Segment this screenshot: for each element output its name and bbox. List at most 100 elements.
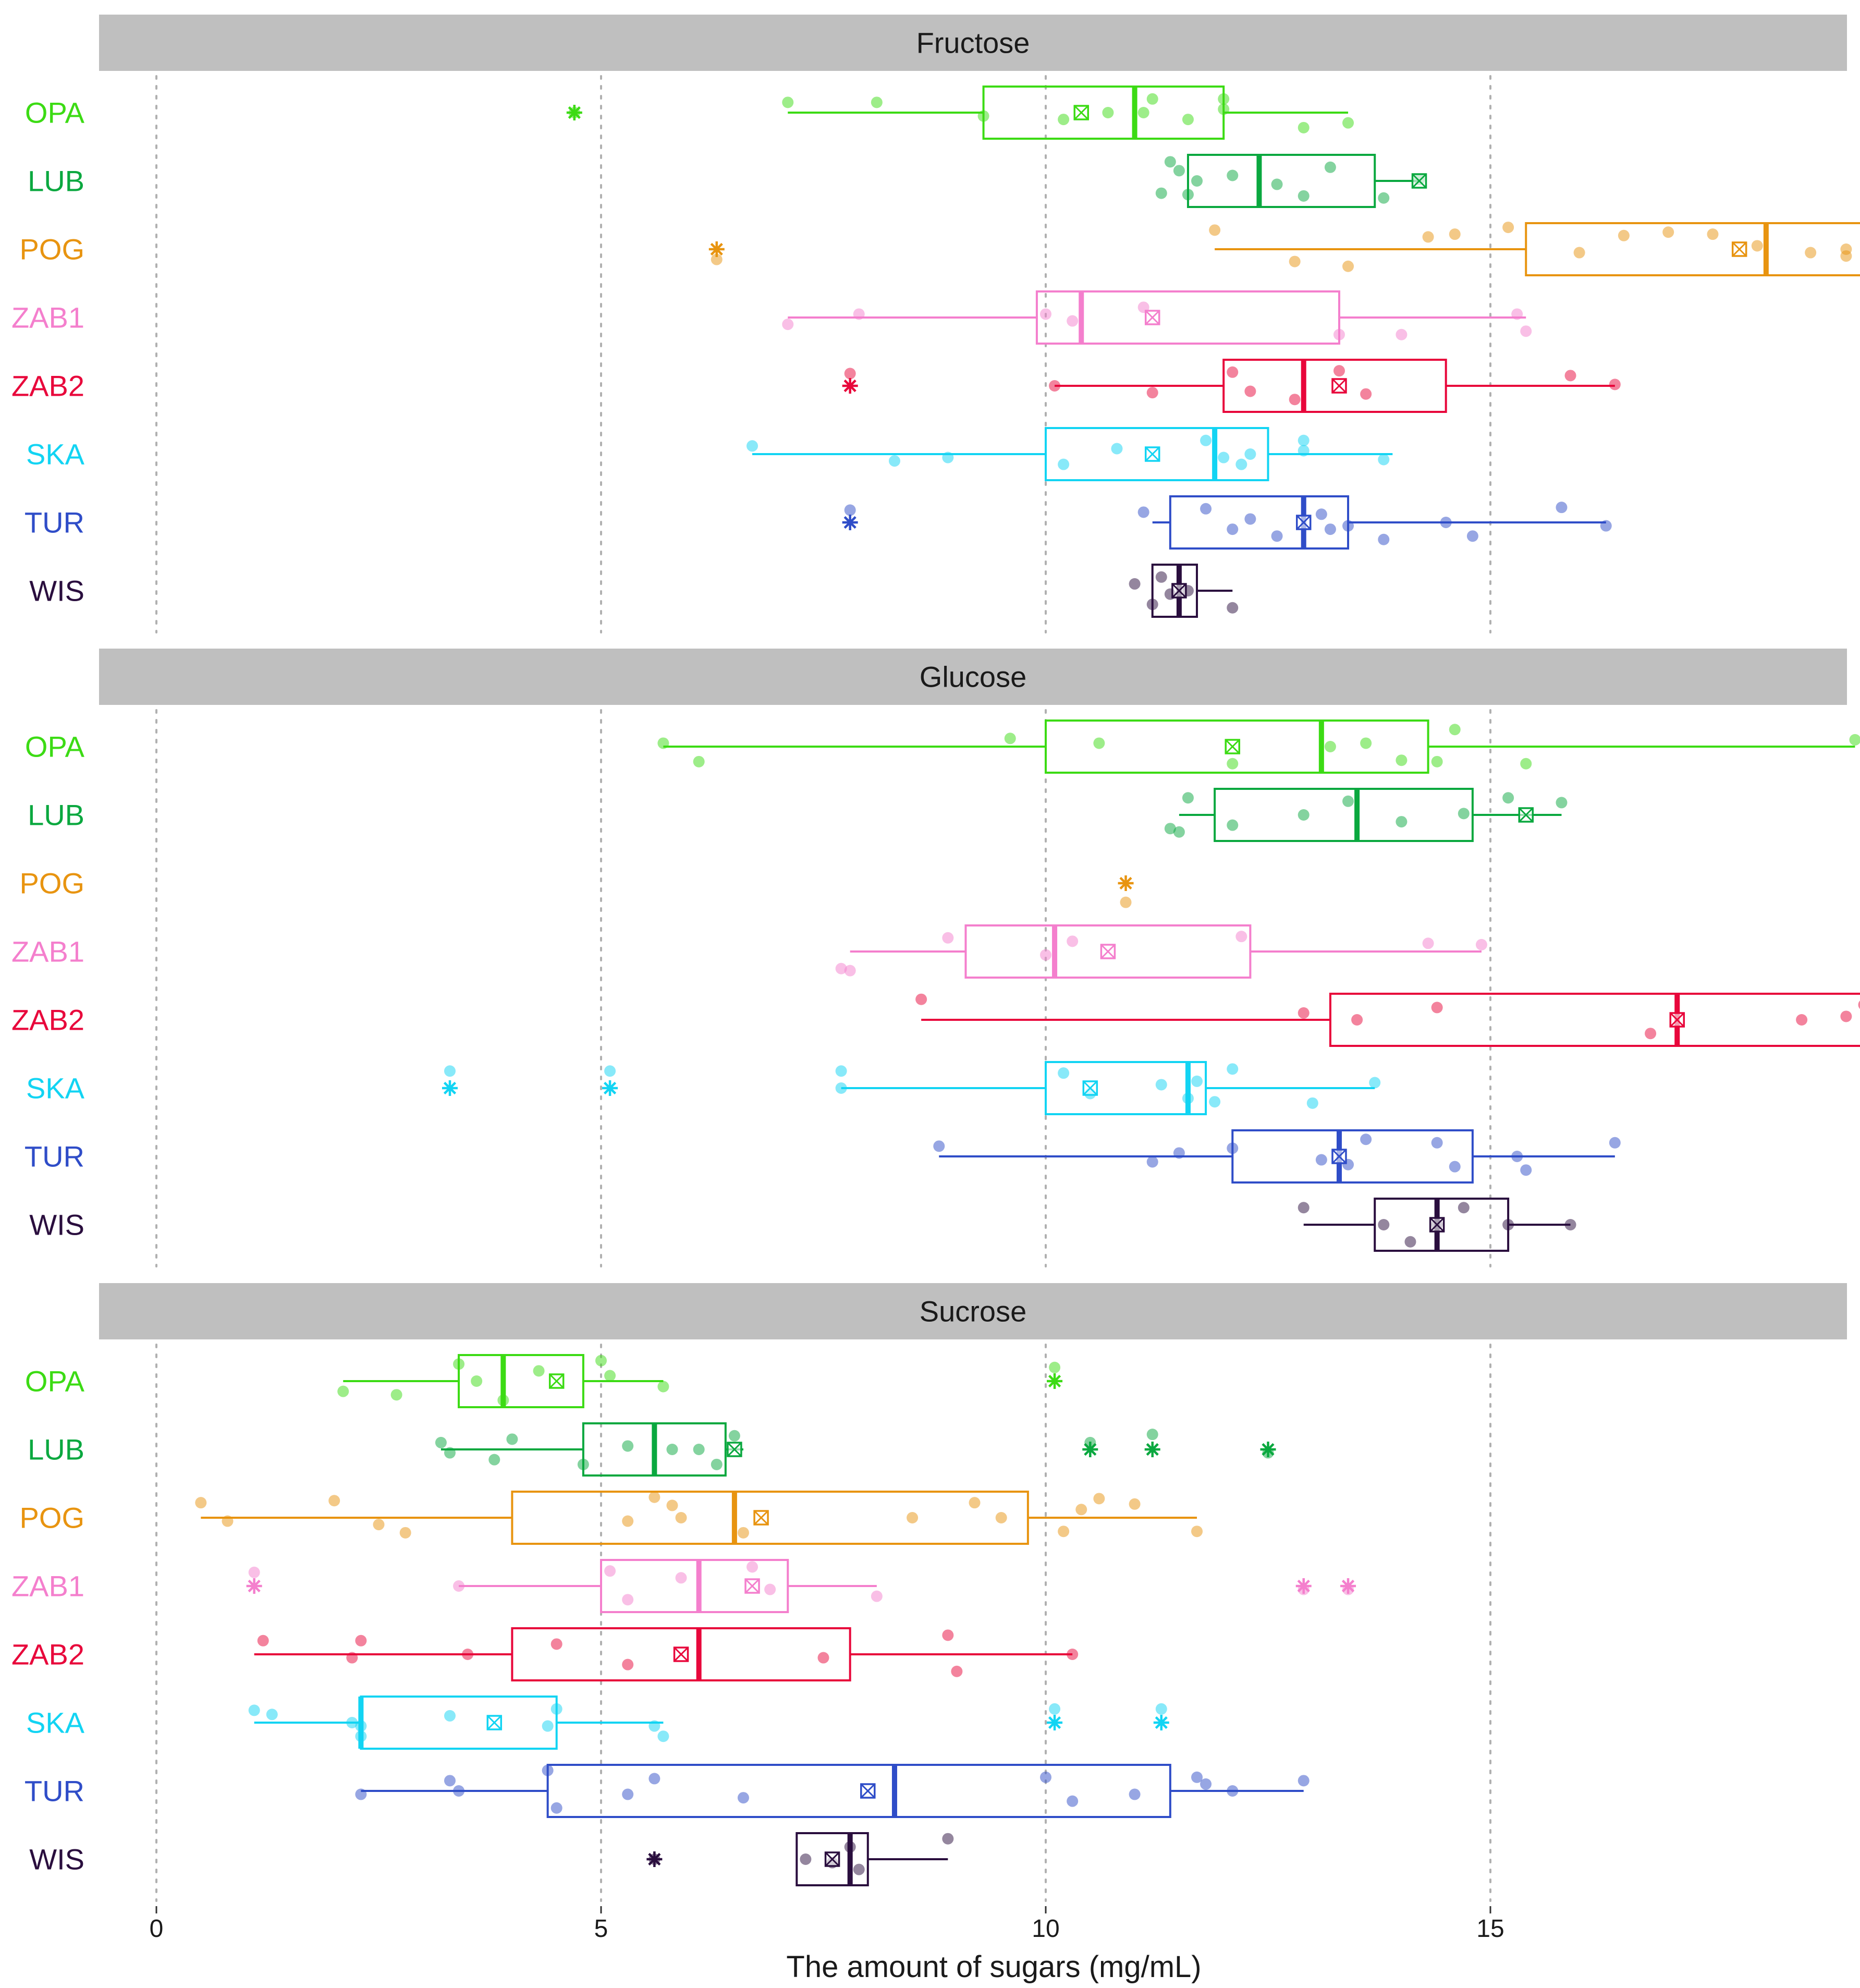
box-glucose-pog xyxy=(1118,875,1134,891)
point-fructose-ska-8 xyxy=(1235,458,1247,470)
point-sucrose-pog-17 xyxy=(1191,1526,1203,1538)
point-sucrose-wis-4 xyxy=(942,1833,954,1845)
point-glucose-tur-1 xyxy=(1146,1156,1158,1168)
outlier-sucrose-ska-0 xyxy=(1047,1715,1063,1730)
outlier-glucose-ska-1 xyxy=(602,1080,618,1096)
point-glucose-opa-10 xyxy=(1520,758,1532,770)
point-fructose-opa-11 xyxy=(1342,117,1354,129)
point-fructose-zab2-9 xyxy=(844,368,856,380)
point-fructose-pog-5 xyxy=(1502,222,1514,234)
outlier-stroke-d2 xyxy=(1048,1374,1061,1388)
mean-cross-b-glucose-tur xyxy=(1331,1149,1347,1164)
point-glucose-opa-1 xyxy=(693,755,705,767)
point-glucose-tur-0 xyxy=(933,1140,945,1152)
box-sucrose-ska xyxy=(254,1696,1169,1750)
facet-title-sucrose: Sucrose xyxy=(920,1295,1026,1328)
point-sucrose-ska-11 xyxy=(1155,1703,1167,1715)
outlier-sucrose-lub-1 xyxy=(1144,1442,1160,1457)
point-sucrose-zab2-6 xyxy=(942,1629,954,1641)
y-label-fructose-ska: SKA xyxy=(26,438,85,471)
box-sucrose-lub xyxy=(440,1422,1276,1477)
point-fructose-pog-4 xyxy=(1449,228,1461,240)
point-fructose-pog-10 xyxy=(1751,240,1763,252)
point-sucrose-zab2-1 xyxy=(355,1635,367,1646)
point-glucose-ska-4 xyxy=(1155,1079,1167,1091)
point-fructose-tur-6 xyxy=(1324,523,1336,535)
point-glucose-ska-12 xyxy=(604,1065,616,1077)
facet-title-fructose: Fructose xyxy=(916,27,1030,59)
outlier-fructose-pog-0 xyxy=(708,241,725,257)
y-label-sucrose-zab1: ZAB1 xyxy=(11,1570,84,1603)
point-glucose-zab1-5 xyxy=(1235,931,1247,943)
point-glucose-lub-7 xyxy=(1502,792,1514,804)
gridlines xyxy=(155,75,1491,1902)
point-sucrose-zab1-4 xyxy=(747,1561,758,1573)
point-sucrose-pog-2 xyxy=(328,1495,340,1507)
point-glucose-tur-11 xyxy=(1609,1137,1621,1149)
y-label-sucrose-tur: TUR xyxy=(25,1775,84,1808)
box-fructose-tur xyxy=(842,495,1606,550)
mean-cross-b-glucose-opa xyxy=(1225,739,1240,754)
point-sucrose-zab1-5 xyxy=(764,1583,776,1595)
point-glucose-opa-11 xyxy=(1849,734,1860,746)
point-fructose-pog-7 xyxy=(1618,229,1630,241)
point-sucrose-pog-10 xyxy=(907,1512,919,1523)
x-tick-label-0: 0 xyxy=(150,1915,164,1943)
point-glucose-zab2-1 xyxy=(1298,1007,1310,1019)
point-glucose-lub-5 xyxy=(1396,816,1408,828)
mean-cross-b-sucrose-lub xyxy=(727,1442,742,1457)
point-glucose-zab2-5 xyxy=(1796,1014,1808,1026)
outlier-sucrose-lub-0 xyxy=(1082,1442,1098,1457)
outlier-stroke-d2 xyxy=(1119,876,1132,890)
outlier-sucrose-zab1-1 xyxy=(1295,1578,1312,1594)
y-label-sucrose-opa: OPA xyxy=(25,1365,85,1398)
point-sucrose-tur-5 xyxy=(622,1788,634,1800)
box-rect-sucrose-wis xyxy=(796,1832,869,1886)
point-sucrose-pog-15 xyxy=(1093,1493,1105,1505)
point-glucose-wis-2 xyxy=(1404,1236,1416,1248)
point-glucose-tur-6 xyxy=(1360,1133,1372,1145)
point-glucose-ska-8 xyxy=(1227,1063,1239,1075)
point-glucose-pog-18 xyxy=(1120,896,1132,908)
y-label-sucrose-pog: POG xyxy=(20,1502,84,1534)
jitter-points xyxy=(195,93,1860,1875)
outlier-sucrose-opa-0 xyxy=(1047,1373,1063,1389)
y-label-glucose-lub: LUB xyxy=(28,799,84,832)
point-sucrose-lub-6 xyxy=(666,1444,678,1455)
outlier-fructose-tur-0 xyxy=(842,515,858,530)
point-fructose-pog-1 xyxy=(1289,255,1301,267)
point-sucrose-zab1-3 xyxy=(675,1572,687,1584)
point-glucose-opa-6 xyxy=(1360,737,1372,749)
point-fructose-lub-5 xyxy=(1227,169,1239,181)
y-label-sucrose-zab2: ZAB2 xyxy=(11,1638,84,1671)
point-sucrose-tur-6 xyxy=(648,1773,660,1785)
box-sucrose-wis xyxy=(646,1832,948,1886)
outlier-stroke-d2 xyxy=(443,1081,457,1095)
box-rect-fructose-wis xyxy=(1151,564,1198,618)
point-glucose-zab2-3 xyxy=(1431,1002,1443,1014)
point-fructose-opa-9 xyxy=(1182,114,1194,126)
point-fructose-ska-6 xyxy=(1218,452,1230,464)
box-rect-glucose-lub xyxy=(1214,788,1474,842)
point-sucrose-pog-4 xyxy=(399,1527,411,1539)
point-fructose-lub-2 xyxy=(1191,175,1203,187)
point-sucrose-pog-12 xyxy=(995,1512,1007,1523)
point-sucrose-pog-3 xyxy=(373,1519,385,1531)
outlier-sucrose-ska-1 xyxy=(1153,1715,1169,1730)
point-fructose-opa-1 xyxy=(871,96,883,108)
point-fructose-tur-4 xyxy=(1271,530,1283,542)
point-sucrose-lub-2 xyxy=(488,1454,500,1466)
point-sucrose-ska-1 xyxy=(266,1709,278,1721)
point-fructose-zab2-6 xyxy=(1360,388,1372,400)
outlier-stroke-d2 xyxy=(568,106,581,119)
box-sucrose-tur xyxy=(361,1764,1304,1818)
point-glucose-ska-2 xyxy=(1058,1067,1070,1079)
point-fructose-opa-5 xyxy=(1137,107,1149,118)
point-glucose-opa-7 xyxy=(1396,754,1408,766)
point-sucrose-pog-8 xyxy=(675,1512,687,1523)
outlier-sucrose-zab1-2 xyxy=(1340,1578,1356,1594)
y-label-glucose-opa: OPA xyxy=(25,730,85,763)
outlier-stroke-d2 xyxy=(843,516,856,529)
point-sucrose-opa-3 xyxy=(471,1375,483,1387)
